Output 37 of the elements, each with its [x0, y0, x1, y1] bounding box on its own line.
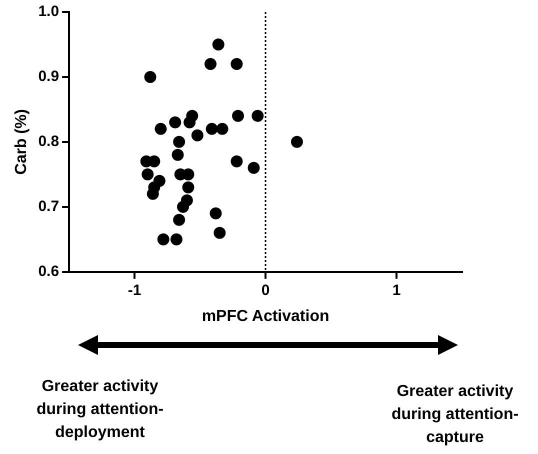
point	[169, 116, 182, 128]
x-tick-label: 0	[261, 282, 270, 299]
point	[230, 58, 243, 70]
point	[210, 207, 222, 220]
y-tick-label: 0.7	[38, 198, 60, 215]
point	[230, 155, 243, 168]
point	[172, 148, 184, 161]
point	[214, 226, 226, 239]
point	[290, 136, 303, 148]
point	[184, 116, 196, 128]
y-tick-label: 0.8	[38, 133, 60, 150]
x-axis-title: mPFC Activation	[202, 308, 330, 325]
point	[232, 110, 244, 122]
point	[204, 58, 217, 70]
text: Greater activity during attention-deployment	[35, 377, 165, 443]
text: Greater activity during attention-capture	[390, 382, 520, 448]
point	[173, 214, 186, 226]
point	[191, 129, 204, 142]
y-tick-label: 0.9	[38, 68, 60, 86]
point	[157, 233, 170, 246]
x-tick-label: -1	[128, 282, 142, 299]
point	[216, 122, 228, 135]
point	[154, 122, 167, 135]
point	[173, 136, 186, 148]
point	[182, 181, 194, 194]
point	[206, 122, 218, 135]
point	[142, 168, 154, 180]
point	[252, 110, 264, 122]
x-tick-label: 1	[392, 282, 401, 299]
point	[170, 233, 182, 246]
point	[212, 38, 224, 50]
y-tick-label: 0.6	[38, 262, 60, 280]
y-tick-label: 1.0	[38, 3, 60, 20]
point	[144, 70, 156, 83]
y-axis-title: Carb (%)	[13, 109, 30, 175]
point	[177, 200, 190, 213]
point	[248, 162, 260, 174]
